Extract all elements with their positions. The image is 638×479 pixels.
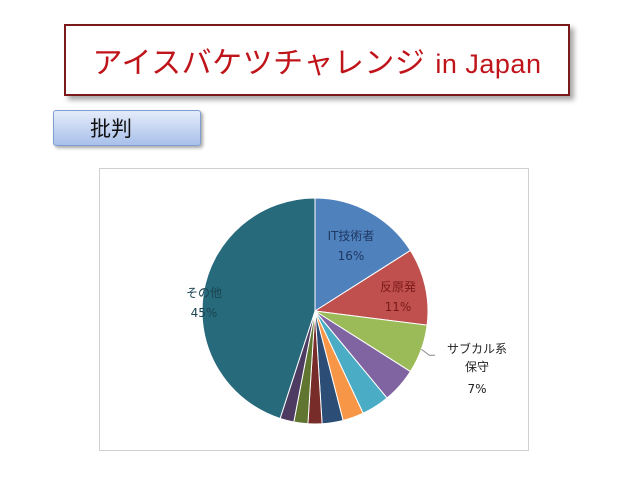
slide-title-box: アイスバケツチャレンジ in Japan [64,24,570,96]
pie-slice-10 [201,197,316,420]
slide-title: アイスバケツチャレンジ in Japan [93,38,542,82]
pie-slice-1 [313,249,429,326]
slice-label-2-line-0: サブカル系 [447,341,507,356]
slice-label-0: IT技術者 [328,229,375,243]
criticism-tag: 批判 [53,110,201,146]
pie-chart-frame: IT技術者 16% 反原発 11% サブカル系保守 7% その他 45% [99,168,529,451]
slice-percent-0: 16% [338,249,365,263]
slice-percent-10: 45% [191,306,218,320]
slice-percent-2: 7% [467,382,486,396]
pie-slice-0 [314,197,412,312]
criticism-tag-label: 批判 [90,117,132,141]
slice-label-10: その他 [186,286,222,300]
slice-label-2-line-1: 保守 [465,360,489,374]
slide-title-en: in Japan [435,49,542,79]
slice-leader-line-2 [421,348,435,356]
slice-label-1: 反原発 [380,280,416,294]
slice-percent-1: 11% [385,300,412,314]
slide-title-jp: アイスバケツチャレンジ [92,46,426,81]
